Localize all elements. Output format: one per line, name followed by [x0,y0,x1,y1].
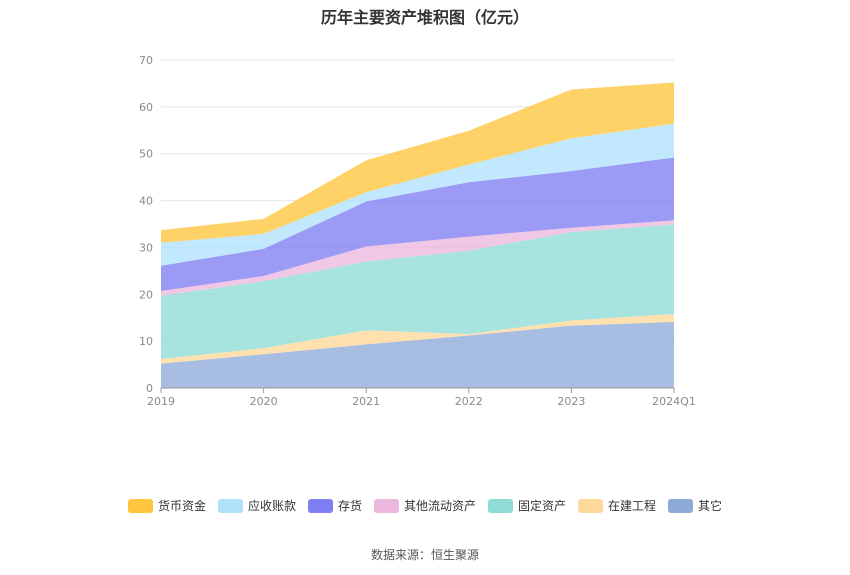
chart-title: 历年主要资产堆积图（亿元） [320,8,529,27]
legend-swatch [307,498,333,513]
legend-label: 货币资金 [157,499,206,513]
legend-label: 在建工程 [608,499,657,513]
legend-swatch [488,498,513,513]
legend-swatch [127,498,153,513]
area-series [161,82,674,243]
x-tick-label: 2022 [455,395,483,408]
area-series [161,313,674,364]
y-tick-label: 40 [139,195,153,208]
y-tick-label: 10 [139,335,153,348]
legend-label: 固定资产 [518,499,567,513]
area-series [161,220,674,296]
y-tick-label: 20 [139,288,153,301]
legend-item[interactable]: 其它 [668,497,722,514]
y-tick-label: 70 [139,54,153,67]
legend-label: 其他流动资产 [403,499,476,513]
legend-swatch [578,498,604,513]
area-series [161,123,674,266]
legend-item[interactable]: 在建工程 [578,497,656,514]
chart-legend: 货币资金 应收账款 存货 其他流动资产 固定资产 在建工程 其它 [0,497,850,514]
x-tick-label: 2024Q1 [652,395,696,408]
source-note: 数据来源：恒生聚源 [370,548,479,562]
y-tick-label: 0 [146,382,153,395]
legend-label: 其它 [698,499,723,513]
legend-swatch [668,498,694,513]
x-tick-label: 2023 [557,395,585,408]
x-tick-label: 2020 [250,395,278,408]
legend-label: 存货 [337,499,362,513]
y-tick-label: 50 [139,148,153,161]
area-series [161,157,674,292]
x-tick-label: 2021 [352,395,380,408]
x-tick-label: 2019 [147,395,175,408]
legend-item[interactable]: 其他流动资产 [373,497,476,514]
area-layer [161,82,674,388]
y-tick-label: 30 [139,241,153,254]
legend-swatch [373,498,399,513]
legend-item[interactable]: 存货 [307,497,362,514]
legend-item[interactable]: 固定资产 [488,497,566,514]
axis-layer: 0 10 20 30 40 50 60 70 2019 2020 2021 2022 2023 2024Q… [139,54,696,408]
area-series [161,321,674,388]
legend-swatch [217,498,243,513]
y-tick-label: 60 [139,101,153,114]
legend-item[interactable]: 货币资金 [127,497,206,514]
legend-item[interactable]: 应收账款 [217,497,296,514]
legend-label: 应收账款 [247,499,296,513]
area-series [161,224,674,359]
